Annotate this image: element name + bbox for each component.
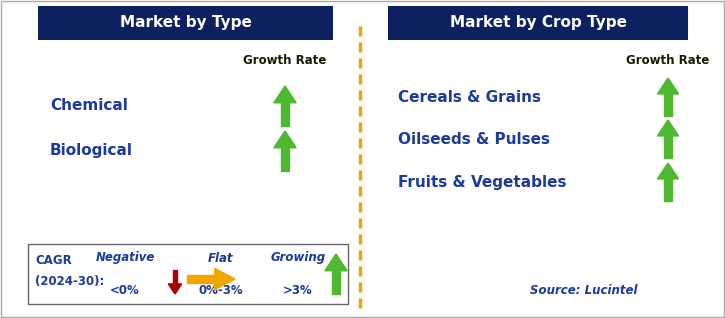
Polygon shape — [281, 103, 289, 126]
Polygon shape — [168, 284, 182, 294]
FancyBboxPatch shape — [28, 244, 348, 304]
Polygon shape — [274, 86, 297, 103]
FancyBboxPatch shape — [38, 6, 333, 40]
Text: Market by Crop Type: Market by Crop Type — [450, 16, 626, 31]
Text: CAGR: CAGR — [35, 253, 72, 266]
Text: Oilseeds & Pulses: Oilseeds & Pulses — [398, 133, 550, 148]
Polygon shape — [664, 136, 672, 158]
Polygon shape — [658, 120, 679, 136]
Polygon shape — [325, 254, 347, 271]
Text: Market by Type: Market by Type — [120, 16, 252, 31]
Text: Source: Lucintel: Source: Lucintel — [530, 284, 637, 296]
Text: Biological: Biological — [50, 143, 133, 158]
Polygon shape — [658, 78, 679, 94]
Text: <0%: <0% — [110, 285, 140, 298]
Text: Growth Rate: Growth Rate — [626, 53, 710, 66]
Polygon shape — [664, 94, 672, 116]
Text: (2024-30):: (2024-30): — [35, 275, 104, 288]
Text: >3%: >3% — [283, 285, 313, 298]
Text: Negative: Negative — [95, 252, 154, 265]
Polygon shape — [332, 271, 340, 294]
Text: Growth Rate: Growth Rate — [244, 53, 327, 66]
Polygon shape — [658, 163, 679, 179]
Polygon shape — [281, 148, 289, 171]
Text: Growing: Growing — [270, 252, 326, 265]
Polygon shape — [187, 275, 215, 283]
Text: Flat: Flat — [208, 252, 233, 265]
Polygon shape — [274, 131, 297, 148]
Polygon shape — [173, 270, 178, 284]
FancyBboxPatch shape — [388, 6, 688, 40]
Text: Cereals & Grains: Cereals & Grains — [398, 91, 541, 106]
Text: Chemical: Chemical — [50, 99, 128, 114]
Polygon shape — [215, 268, 235, 290]
Text: 0%-3%: 0%-3% — [199, 285, 244, 298]
Text: Fruits & Vegetables: Fruits & Vegetables — [398, 176, 566, 190]
Polygon shape — [664, 179, 672, 201]
